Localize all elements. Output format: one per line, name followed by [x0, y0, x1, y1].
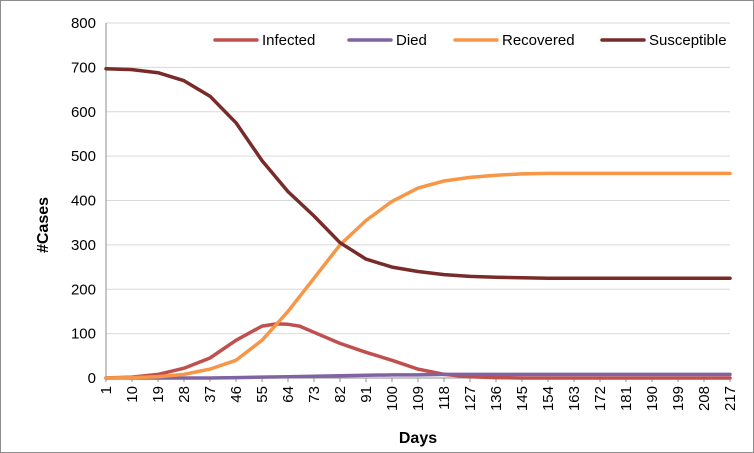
- x-tick-label: 73: [306, 386, 323, 403]
- gridlines: [106, 22, 730, 335]
- x-tick-label: 28: [176, 386, 193, 403]
- x-axis-title: Days: [399, 430, 437, 447]
- x-tick-label: 64: [280, 386, 297, 403]
- y-tick-label: 400: [71, 193, 96, 210]
- legend-label-died: Died: [396, 32, 427, 49]
- y-tick-label: 100: [71, 326, 96, 343]
- x-tick-label: 109: [410, 386, 427, 411]
- x-tick-label: 145: [514, 386, 531, 411]
- x-tick-label: 46: [228, 386, 245, 403]
- series-line-susceptible: [104, 66, 732, 280]
- x-tick-label: 118: [436, 386, 453, 410]
- legend-label-recovered: Recovered: [502, 32, 575, 49]
- y-tick-label: 700: [71, 59, 96, 76]
- x-tick-label: 208: [696, 386, 713, 411]
- y-tick-label: 800: [71, 15, 96, 32]
- y-tick-label: 200: [71, 281, 96, 298]
- x-tick-label: 190: [644, 386, 661, 411]
- x-tick-label: 1: [98, 386, 115, 394]
- x-tick-label: 127: [462, 386, 479, 411]
- y-tick-labels: 0 100 200 300 400 500 600 700 800: [71, 15, 96, 387]
- axes: [105, 23, 731, 382]
- x-tick-labels: 1 10 19 28 37 46 55 64 73 82 91 100 109 118 127 136 145 1…: [98, 386, 739, 411]
- series-line-died: [104, 372, 732, 380]
- legend-label-susceptible: Susceptible: [649, 32, 727, 49]
- x-tick-label: 154: [540, 386, 557, 411]
- y-tick-label: 0: [88, 370, 96, 387]
- series-lines: [104, 66, 732, 380]
- y-tick-label: 500: [71, 148, 96, 165]
- x-tick-label: 163: [566, 386, 583, 411]
- series-line-recovered: [104, 171, 732, 380]
- x-tick-label: 19: [150, 386, 167, 403]
- y-axis-title: #Cases: [35, 197, 52, 253]
- x-tick-label: 217: [722, 386, 739, 411]
- x-tick-label: 181: [618, 386, 635, 411]
- x-tick-label: 172: [592, 386, 609, 411]
- x-tick-label: 199: [670, 386, 687, 411]
- x-tick-label: 136: [488, 386, 505, 411]
- series-line-infected: [104, 322, 732, 380]
- x-tick-label: 55: [254, 386, 271, 403]
- x-tick-label: 91: [358, 386, 375, 403]
- y-tick-label: 600: [71, 104, 96, 121]
- x-tick-label: 82: [332, 386, 349, 403]
- x-tick-label: 10: [124, 386, 141, 403]
- legend-label-infected: Infected: [262, 32, 315, 49]
- legend: Infected Died Recovered Susceptible: [213, 32, 727, 49]
- x-tick-label: 100: [384, 386, 401, 411]
- x-tick-label: 37: [202, 386, 219, 403]
- y-tick-label: 300: [71, 237, 96, 254]
